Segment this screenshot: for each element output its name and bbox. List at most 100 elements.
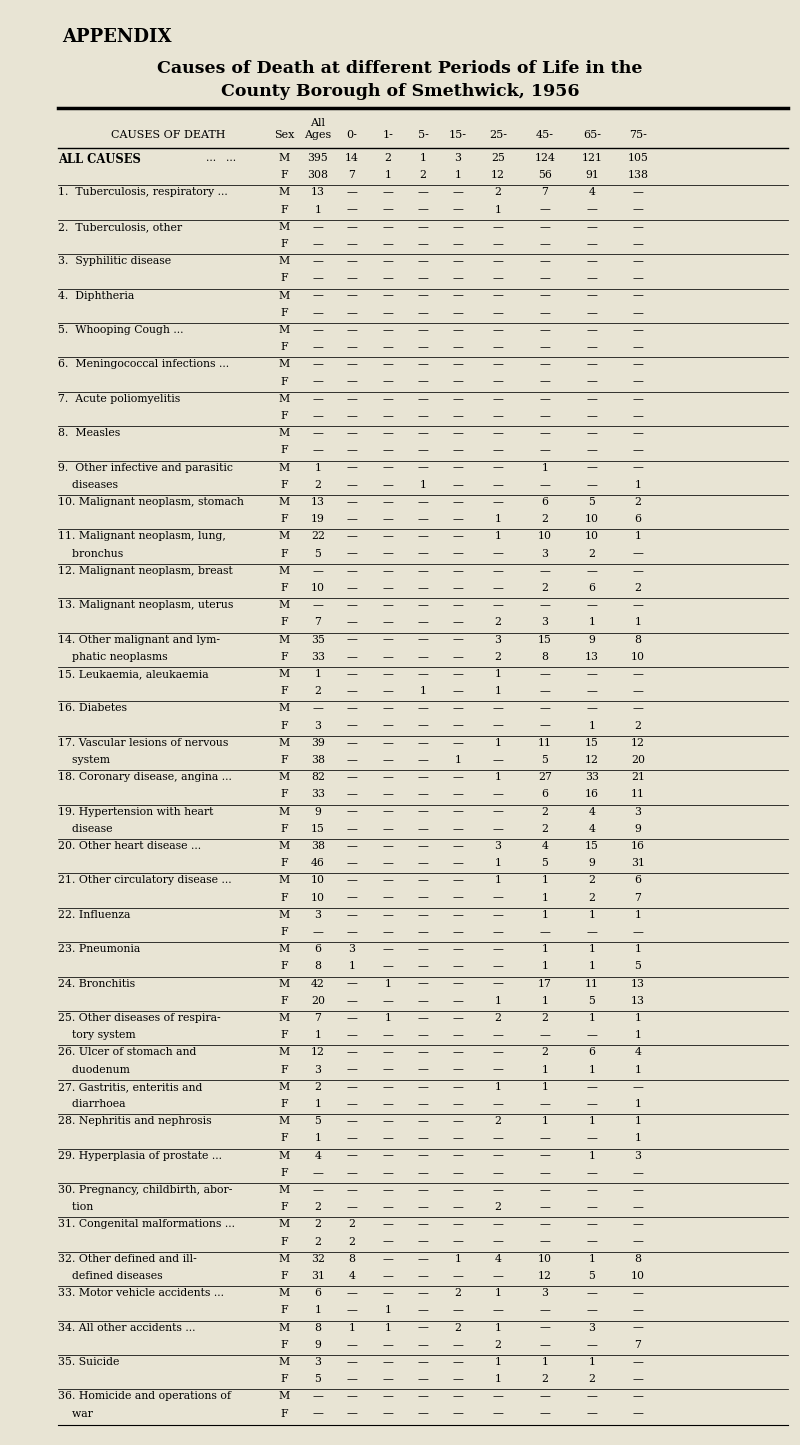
Text: —: —: [586, 273, 598, 283]
Text: —: —: [418, 1100, 429, 1108]
Text: 10: 10: [631, 1272, 645, 1282]
Text: —: —: [346, 1065, 358, 1075]
Text: —: —: [313, 256, 323, 266]
Text: —: —: [633, 1185, 643, 1195]
Text: —: —: [346, 858, 358, 868]
Text: 15: 15: [311, 824, 325, 834]
Text: 1: 1: [542, 462, 549, 473]
Text: 2: 2: [385, 153, 391, 163]
Text: 3: 3: [494, 634, 502, 644]
Text: —: —: [418, 221, 429, 231]
Text: M: M: [278, 1185, 290, 1195]
Text: 20: 20: [631, 754, 645, 764]
Text: —: —: [418, 256, 429, 266]
Text: —: —: [539, 342, 550, 353]
Text: —: —: [539, 1202, 550, 1212]
Text: 10: 10: [311, 876, 325, 886]
Text: 11: 11: [585, 978, 599, 988]
Text: —: —: [346, 824, 358, 834]
Text: —: —: [586, 1133, 598, 1143]
Text: —: —: [453, 1409, 463, 1419]
Text: 21: 21: [631, 772, 645, 782]
Text: 9: 9: [314, 806, 322, 816]
Text: 25. Other diseases of respira-: 25. Other diseases of respira-: [58, 1013, 221, 1023]
Text: —: —: [346, 1150, 358, 1160]
Text: —: —: [539, 273, 550, 283]
Text: ...: ...: [226, 153, 236, 163]
Text: —: —: [313, 273, 323, 283]
Text: 22. Influenza: 22. Influenza: [58, 910, 130, 920]
Text: —: —: [539, 1030, 550, 1040]
Text: —: —: [382, 738, 394, 749]
Text: —: —: [382, 1133, 394, 1143]
Text: —: —: [633, 1202, 643, 1212]
Text: —: —: [493, 273, 503, 283]
Text: 9: 9: [314, 1340, 322, 1350]
Text: 1: 1: [589, 1013, 595, 1023]
Text: defined diseases: defined diseases: [58, 1272, 162, 1282]
Text: —: —: [418, 754, 429, 764]
Text: —: —: [346, 1185, 358, 1195]
Text: —: —: [418, 1133, 429, 1143]
Text: F: F: [280, 686, 288, 696]
Text: M: M: [278, 841, 290, 851]
Text: —: —: [493, 978, 503, 988]
Text: —: —: [453, 1150, 463, 1160]
Text: M: M: [278, 221, 290, 231]
Text: 1: 1: [589, 721, 595, 731]
Text: —: —: [418, 205, 429, 215]
Text: —: —: [382, 754, 394, 764]
Text: 7: 7: [314, 617, 322, 627]
Text: —: —: [382, 394, 394, 403]
Text: —: —: [493, 480, 503, 490]
Text: 1: 1: [385, 978, 391, 988]
Text: 3.  Syphilitic disease: 3. Syphilitic disease: [58, 256, 171, 266]
Text: 5: 5: [542, 858, 549, 868]
Text: —: —: [418, 910, 429, 920]
Text: —: —: [382, 1374, 394, 1384]
Text: —: —: [382, 824, 394, 834]
Text: —: —: [539, 1100, 550, 1108]
Text: —: —: [382, 1185, 394, 1195]
Text: —: —: [453, 1048, 463, 1058]
Text: —: —: [346, 617, 358, 627]
Text: —: —: [382, 858, 394, 868]
Text: —: —: [418, 1185, 429, 1195]
Text: 8: 8: [349, 1254, 355, 1264]
Text: —: —: [313, 566, 323, 575]
Text: —: —: [313, 238, 323, 249]
Text: 1: 1: [589, 1116, 595, 1126]
Text: 1: 1: [634, 1013, 642, 1023]
Text: 27. Gastritis, enteritis and: 27. Gastritis, enteritis and: [58, 1082, 202, 1092]
Text: —: —: [586, 1305, 598, 1315]
Text: 1: 1: [349, 1322, 355, 1332]
Text: —: —: [382, 1272, 394, 1282]
Text: 1: 1: [454, 754, 462, 764]
Text: 16: 16: [585, 789, 599, 799]
Text: 4: 4: [589, 188, 595, 198]
Text: —: —: [493, 1305, 503, 1315]
Text: —: —: [453, 600, 463, 610]
Text: —: —: [346, 480, 358, 490]
Text: —: —: [313, 342, 323, 353]
Text: 14. Other malignant and lym-: 14. Other malignant and lym-: [58, 634, 220, 644]
Text: —: —: [453, 497, 463, 507]
Text: 10: 10: [585, 532, 599, 542]
Text: —: —: [382, 669, 394, 679]
Text: F: F: [280, 754, 288, 764]
Text: —: —: [418, 325, 429, 335]
Text: 12: 12: [585, 754, 599, 764]
Text: —: —: [418, 1254, 429, 1264]
Text: —: —: [382, 273, 394, 283]
Text: 1: 1: [385, 1013, 391, 1023]
Text: —: —: [586, 566, 598, 575]
Text: 65-: 65-: [583, 130, 601, 140]
Text: —: —: [453, 1082, 463, 1092]
Text: —: —: [539, 1322, 550, 1332]
Text: —: —: [382, 532, 394, 542]
Text: 33: 33: [311, 789, 325, 799]
Text: 75-: 75-: [629, 130, 647, 140]
Text: M: M: [278, 188, 290, 198]
Text: —: —: [346, 582, 358, 592]
Text: 12. Malignant neoplasm, breast: 12. Malignant neoplasm, breast: [58, 566, 233, 575]
